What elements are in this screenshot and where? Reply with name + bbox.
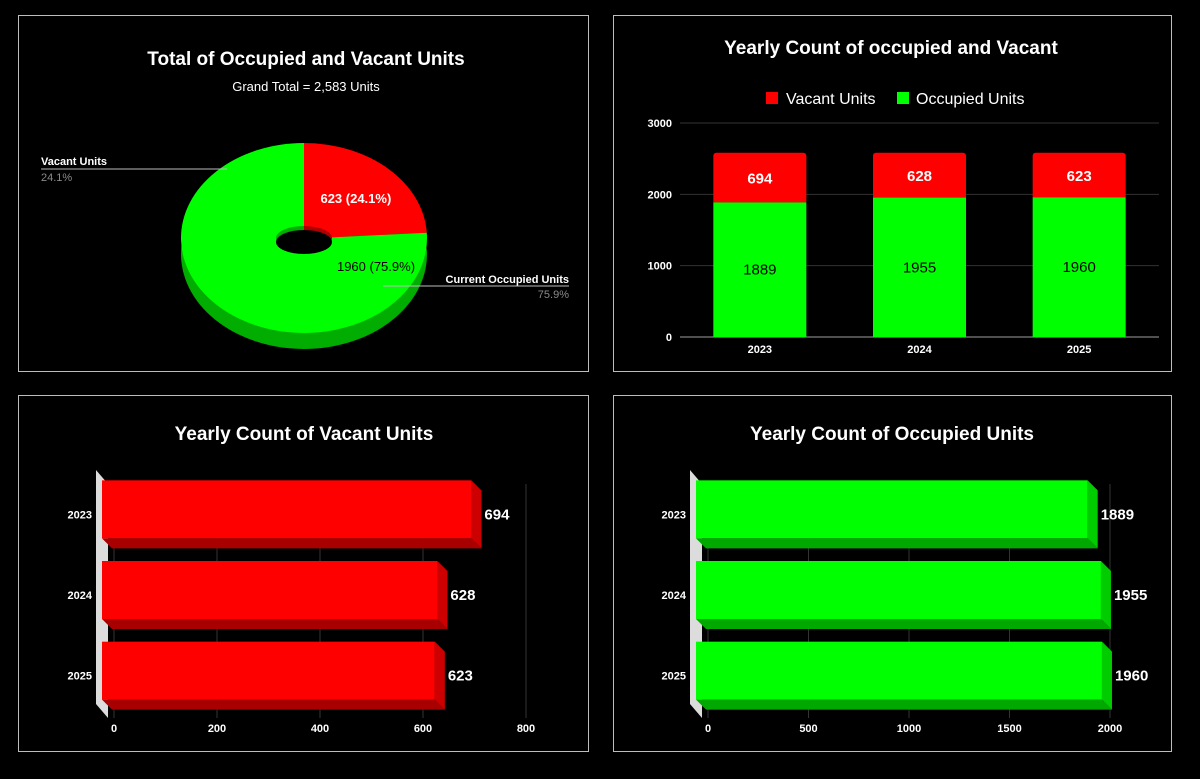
bar-value-label: 628 [450,587,475,604]
y-tick-label: 2024 [68,590,93,602]
bar-bottom [102,699,445,710]
y-tick-label: 3000 [648,118,672,130]
bar [696,480,1088,539]
data-label-occupied: 1955 [903,259,936,276]
data-label-vacant: 623 [1067,168,1092,185]
bar-vacant [1032,152,1126,198]
pie-chart: Total of Occupied and Vacant Units Grand… [41,49,569,350]
vacant-bar-chart: Yearly Count of Vacant Units 0 200 400 600 8… [68,424,536,735]
bar-end [1101,641,1112,710]
bar-bottom [696,619,1111,629]
stacked-column-chart: Yearly Count of occupied and Vacant Vaca… [648,38,1159,356]
y-tick-label: 2000 [648,189,672,201]
bar-vacant [873,152,966,198]
bar-value-label: 1960 [1115,668,1148,685]
pie-chart-panel: Total of Occupied and Vacant Units Grand… [18,15,589,372]
y-tick-label: 1000 [648,261,672,273]
bar-value-label: 1955 [1114,587,1147,604]
legend-vacant-label: Vacant Units [786,91,876,108]
bar-occupied [873,197,966,337]
occupied-bar-panel: Yearly Count of Occupied Units 0 500 1000 1… [613,395,1172,752]
x-tick-label: 200 [208,723,226,735]
bar-bottom [102,538,482,549]
y-tick-label: 2025 [68,671,92,683]
bar [102,641,435,700]
pie-data-label-occupied: 1960 (75.9%) [337,259,415,274]
callout-label-occupied: Current Occupied Units [446,274,569,286]
bar-bottom [102,619,448,629]
bar-bottom [696,538,1098,549]
bar-end [434,641,445,710]
x-tick-label: 2023 [748,344,772,356]
pie-slice [304,143,427,238]
x-tick-label: 800 [517,723,535,735]
vacant-chart-title: Yearly Count of Vacant Units [175,424,434,445]
x-tick-label: 0 [111,723,117,735]
x-tick-label: 400 [311,723,329,735]
bar-end [1087,480,1098,549]
pie-data-label-vacant: 623 (24.1%) [320,191,391,206]
bar [696,641,1102,700]
y-tick-label: 2023 [662,509,686,521]
data-label-vacant: 694 [747,170,773,187]
bar-value-label: 623 [448,668,473,685]
y-tick-label: 0 [666,332,672,344]
legend-vacant-swatch [766,92,778,104]
bar-value-label: 694 [484,506,510,523]
legend-occupied-label: Occupied Units [916,91,1025,108]
data-label-occupied: 1960 [1062,259,1095,276]
pie-chart-subtitle: Grand Total = 2,583 Units [232,79,380,94]
x-tick-label: 1500 [997,723,1021,735]
x-tick-label: 600 [414,723,432,735]
bar-bottom [696,699,1112,710]
stacked-chart-title: Yearly Count of occupied and Vacant [724,38,1058,59]
bar-end [471,480,482,549]
vacant-bar-panel: Yearly Count of Vacant Units 0 200 400 600 8… [18,395,589,752]
pie-slice [180,143,428,334]
bar-occupied [713,202,807,337]
callout-label-vacant: Vacant Units [41,156,107,168]
pie-hole [276,230,332,254]
x-tick-label: 500 [799,723,817,735]
bar-end [437,561,448,629]
bar [102,561,438,619]
stacked-column-panel: Yearly Count of occupied and Vacant Vaca… [613,15,1172,372]
bar-vacant-join [873,194,966,198]
pie-chart-title: Total of Occupied and Vacant Units [147,49,464,70]
x-tick-label: 1000 [897,723,921,735]
x-tick-label: 2000 [1098,723,1122,735]
bar-vacant-join [1032,194,1126,198]
bar [696,561,1101,619]
callout-percent-occupied: 75.9% [538,289,569,301]
bar-vacant [713,152,807,203]
x-tick-label: 2024 [907,344,932,356]
bar-vacant-join [713,199,807,203]
occupied-chart-title: Yearly Count of Occupied Units [750,424,1034,445]
occupied-bar-chart: Yearly Count of Occupied Units 0 500 1000 1… [662,424,1149,735]
bar-occupied [1032,197,1126,337]
data-label-occupied: 1889 [743,262,776,279]
bar-value-label: 1889 [1101,506,1134,523]
bar [102,480,472,539]
callout-percent-vacant: 24.1% [41,172,72,184]
y-tick-label: 2023 [68,509,92,521]
data-label-vacant: 628 [907,168,932,185]
legend-occupied-swatch [897,92,909,104]
y-tick-label: 2024 [662,590,687,602]
bar-end [1100,561,1111,629]
y-tick-label: 2025 [662,671,686,683]
x-tick-label: 0 [705,723,711,735]
x-tick-label: 2025 [1067,344,1091,356]
